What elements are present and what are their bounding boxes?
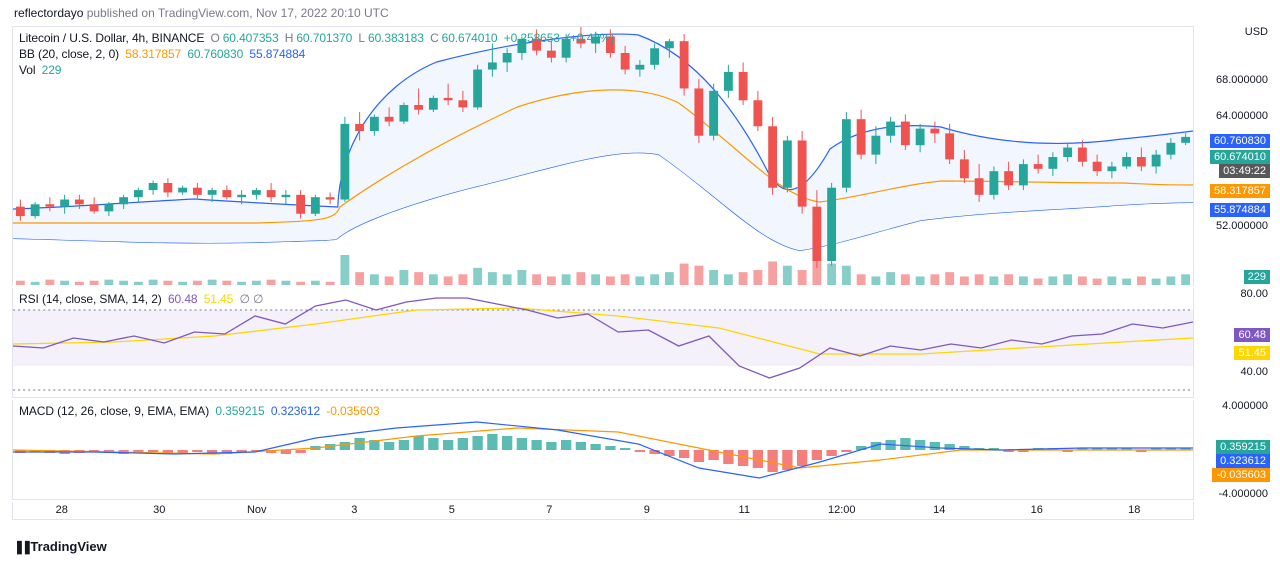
time-xaxis: 2830Nov35791112:00141618	[12, 502, 1194, 520]
symbol-info: Litecoin / U.S. Dollar, 4h, BINANCE O60.…	[19, 31, 617, 45]
rsi-info: RSI (14, close, SMA, 14, 2) 60.48 51.45 …	[19, 292, 266, 306]
rsi-yaxis: 80.0040.0060.4851.45	[1196, 288, 1272, 398]
tradingview-logo: TradingView	[14, 539, 107, 555]
main-price-panel[interactable]: Litecoin / U.S. Dollar, 4h, BINANCE O60.…	[12, 26, 1194, 286]
rsi-panel[interactable]: RSI (14, close, SMA, 14, 2) 60.48 51.45 …	[12, 288, 1194, 398]
chart-container: Litecoin / U.S. Dollar, 4h, BINANCE O60.…	[12, 26, 1272, 513]
price-yaxis: USD68.00000064.00000052.00000060.7608306…	[1196, 26, 1272, 286]
bb-info: BB (20, close, 2, 0) 58.317857 60.760830…	[19, 47, 308, 61]
macd-yaxis: 4.000000-4.0000000.3592150.323612-0.0356…	[1196, 400, 1272, 500]
macd-panel[interactable]: MACD (12, 26, close, 9, EMA, EMA) 0.3592…	[12, 400, 1194, 500]
main-chart-svg	[13, 27, 1193, 287]
macd-info: MACD (12, 26, close, 9, EMA, EMA) 0.3592…	[19, 404, 382, 418]
vol-info: Vol 229	[19, 63, 64, 77]
publish-header: reflectordayo published on TradingView.c…	[14, 6, 389, 20]
